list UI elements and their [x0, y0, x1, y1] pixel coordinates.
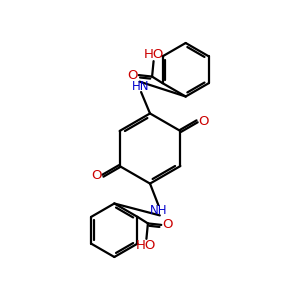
Text: O: O [91, 169, 102, 182]
Text: O: O [198, 115, 209, 128]
Text: HN: HN [132, 80, 150, 93]
Text: NH: NH [150, 204, 167, 217]
Text: HO: HO [136, 239, 156, 252]
Text: HO: HO [144, 48, 164, 61]
Text: O: O [163, 218, 173, 231]
Text: O: O [127, 69, 137, 82]
